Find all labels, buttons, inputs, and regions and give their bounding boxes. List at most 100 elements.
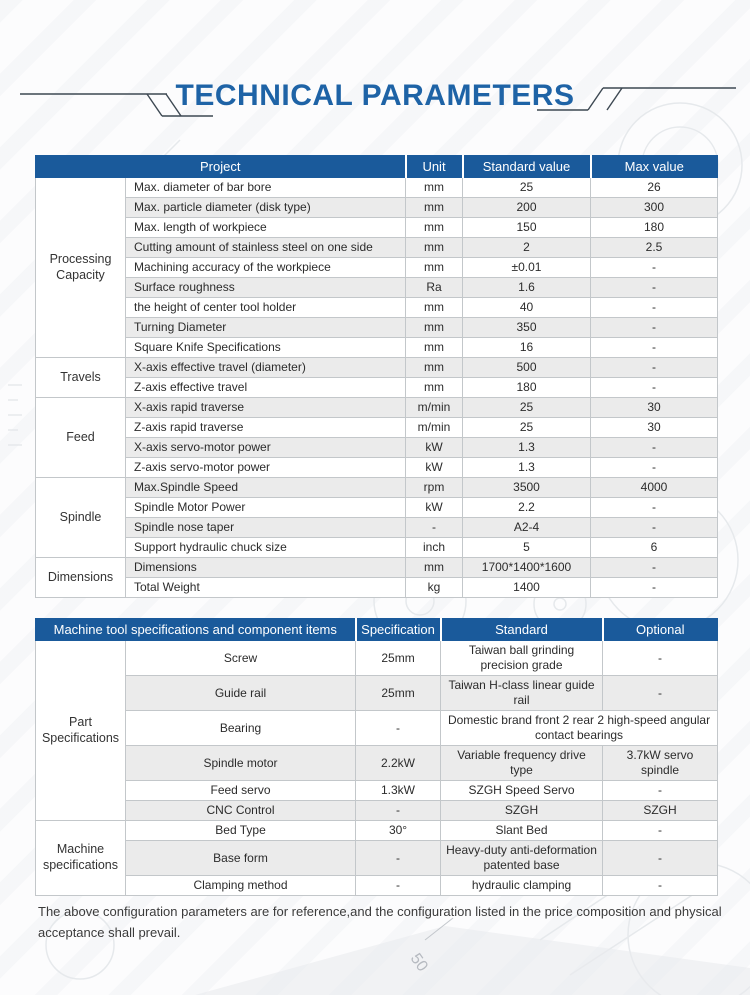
value-cell: -: [355, 710, 442, 746]
value-cell: Ra: [405, 277, 463, 298]
value-cell: -: [602, 780, 719, 801]
table-row: CNC Control - SZGH SZGH: [36, 800, 719, 821]
value-cell: 25: [462, 417, 591, 438]
table-row: Travels X-axis effective travel (diameter…: [35, 357, 718, 398]
value-cell: mm: [405, 177, 463, 198]
value-cell: 1.3: [462, 457, 591, 478]
table-row: Machining accuracy of the workpiece mm ±0.…: [36, 257, 718, 278]
value-cell: -: [590, 497, 718, 518]
table-row: Processing Capacity Max. diameter of bar …: [35, 177, 718, 358]
value-cell: mm: [405, 357, 463, 378]
value-cell: 25mm: [355, 675, 442, 711]
value-cell: kW: [405, 497, 463, 518]
value-cell: -: [602, 820, 719, 841]
value-cell: 300: [590, 197, 718, 218]
table-row: Spindle Max.Spindle Speed rpm 3500 4000: [35, 477, 718, 558]
table-row: Z-axis rapid traverse m/min 25 30: [36, 417, 718, 438]
table-row: Spindle motor 2.2kW Variable frequency dri…: [36, 745, 719, 781]
item-name-cell: Max.Spindle Speed: [125, 477, 406, 498]
item-name-cell: Max. particle diameter (disk type): [125, 197, 406, 218]
table-row: Surface roughness Ra 1.6-: [36, 277, 718, 298]
table-row: Feed X-axis rapid traverse m/min 25 30: [35, 397, 718, 478]
column-header: Standard: [439, 618, 604, 641]
value-cell: mm: [405, 197, 463, 218]
item-name-cell: CNC Control: [124, 800, 357, 821]
item-name-cell: Base form: [124, 840, 357, 876]
value-cell: Slant Bed: [440, 820, 604, 841]
value-cell: 3.7kW servo spindle: [602, 745, 719, 781]
value-cell: mm: [405, 557, 463, 578]
value-cell: m/min: [405, 417, 463, 438]
technical-parameters-table: Project Unit Standard value Max value Proce…: [35, 155, 718, 598]
value-cell: 2.2: [462, 497, 591, 518]
table-row: Square Knife Specifications mm 16-: [36, 337, 718, 358]
table-row: Feed servo 1.3kW SZGH Speed Servo -: [36, 780, 719, 801]
item-name-cell: X-axis rapid traverse: [125, 397, 406, 418]
item-name-cell: Spindle Motor Power: [125, 497, 406, 518]
value-cell: 200: [462, 197, 591, 218]
item-name-cell: Bearing: [124, 710, 357, 746]
value-cell: -: [590, 257, 718, 278]
item-name-cell: Support hydraulic chuck size: [125, 537, 406, 558]
value-cell: mm: [405, 237, 463, 258]
item-name-cell: Dimensions: [125, 557, 406, 578]
title-flourish: [20, 87, 736, 117]
value-cell: 25: [462, 397, 591, 418]
column-header: Max value: [589, 155, 718, 178]
value-cell: 180: [462, 377, 591, 398]
row-group-label: Feed: [35, 397, 126, 478]
value-cell: -: [590, 577, 718, 598]
row-group-label: Part Specifications: [35, 640, 126, 821]
value-cell: 2.2kW: [355, 745, 442, 781]
value-cell: -: [590, 277, 718, 298]
item-name-cell: the height of center tool holder: [125, 297, 406, 318]
value-cell: -: [405, 517, 463, 538]
column-header: Optional: [601, 618, 719, 641]
column-header: Specification: [354, 618, 442, 641]
value-cell: Variable frequency drive type: [440, 745, 604, 781]
item-name-cell: Feed servo: [124, 780, 357, 801]
value-cell: 25mm: [355, 640, 442, 676]
value-cell: 2.5: [590, 237, 718, 258]
value-cell: kW: [405, 457, 463, 478]
row-group-label: Spindle: [35, 477, 126, 558]
table-row: Clamping method - hydraulic clamping -: [36, 875, 719, 896]
value-cell: rpm: [405, 477, 463, 498]
value-cell: ±0.01: [462, 257, 591, 278]
value-cell: inch: [405, 537, 463, 558]
value-cell: -: [355, 840, 442, 876]
value-cell: A2-4: [462, 517, 591, 538]
table-row: Spindle nose taper - A2-4-: [36, 517, 718, 538]
table-row: Cutting amount of stainless steel on one…: [36, 237, 718, 258]
value-cell: 5: [462, 537, 591, 558]
value-cell: 30: [590, 417, 718, 438]
item-name-cell: Max. length of workpiece: [125, 217, 406, 238]
value-cell: -: [590, 557, 718, 578]
table-row: X-axis servo-motor power kW 1.3-: [36, 437, 718, 458]
item-name-cell: X-axis effective travel (diameter): [125, 357, 406, 378]
column-header: Unit: [404, 155, 463, 178]
value-cell: Taiwan ball grinding precision grade: [440, 640, 604, 676]
value-cell: mm: [405, 217, 463, 238]
table-header: Project Unit Standard value Max value: [35, 155, 718, 178]
value-cell: 500: [462, 357, 591, 378]
value-cell: 26: [590, 177, 718, 198]
value-cell: SZGH: [602, 800, 719, 821]
table-row: Total Weight kg 1400-: [36, 577, 718, 598]
value-cell: 30: [590, 397, 718, 418]
value-cell: 30°: [355, 820, 442, 841]
table-row: Guide rail 25mm Taiwan H-class linear guid…: [36, 675, 719, 711]
value-cell: mm: [405, 337, 463, 358]
value-cell: -: [602, 875, 719, 896]
value-cell: -: [590, 317, 718, 338]
table-row: Machine specifications Bed Type 30° Slant B…: [35, 820, 719, 896]
value-cell: m/min: [405, 397, 463, 418]
row-group-label: Processing Capacity: [35, 177, 126, 358]
column-header: Standard value: [461, 155, 591, 178]
value-cell: -: [590, 457, 718, 478]
table-body: Processing Capacity Max. diameter of bar …: [35, 177, 718, 598]
item-name-cell: Spindle motor: [124, 745, 357, 781]
value-cell: 350: [462, 317, 591, 338]
table-row: Max. length of workpiece mm 150 180: [36, 217, 718, 238]
item-name-cell: Turning Diameter: [125, 317, 406, 338]
